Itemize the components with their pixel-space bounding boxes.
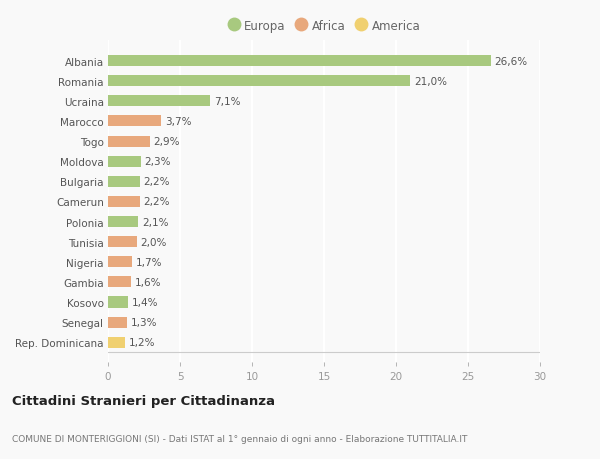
Text: 21,0%: 21,0% <box>414 77 447 86</box>
Bar <box>108 236 137 248</box>
Text: 1,2%: 1,2% <box>129 337 155 347</box>
Bar <box>108 156 141 168</box>
Bar <box>108 337 125 348</box>
Text: 1,6%: 1,6% <box>134 277 161 287</box>
Bar <box>108 76 410 87</box>
Bar <box>108 96 210 107</box>
Bar <box>108 217 138 228</box>
Text: 2,9%: 2,9% <box>154 137 180 147</box>
Text: 3,7%: 3,7% <box>165 117 191 127</box>
Bar <box>108 56 491 67</box>
Text: 1,3%: 1,3% <box>130 318 157 327</box>
Bar <box>108 176 140 187</box>
Text: 2,2%: 2,2% <box>143 197 170 207</box>
Text: 2,1%: 2,1% <box>142 217 169 227</box>
Text: Cittadini Stranieri per Cittadinanza: Cittadini Stranieri per Cittadinanza <box>12 394 275 407</box>
Bar <box>108 277 131 288</box>
Bar <box>108 297 128 308</box>
Text: 2,2%: 2,2% <box>143 177 170 187</box>
Text: 2,3%: 2,3% <box>145 157 171 167</box>
Text: 1,4%: 1,4% <box>132 297 158 308</box>
Text: 1,7%: 1,7% <box>136 257 163 267</box>
Bar <box>108 317 127 328</box>
Text: COMUNE DI MONTERIGGIONI (SI) - Dati ISTAT al 1° gennaio di ogni anno - Elaborazi: COMUNE DI MONTERIGGIONI (SI) - Dati ISTA… <box>12 434 467 442</box>
Bar <box>108 116 161 127</box>
Text: 7,1%: 7,1% <box>214 96 241 106</box>
Text: 26,6%: 26,6% <box>494 56 528 67</box>
Legend: Europa, Africa, America: Europa, Africa, America <box>223 15 425 38</box>
Bar <box>108 257 133 268</box>
Bar <box>108 136 150 147</box>
Text: 2,0%: 2,0% <box>140 237 167 247</box>
Bar <box>108 196 140 207</box>
